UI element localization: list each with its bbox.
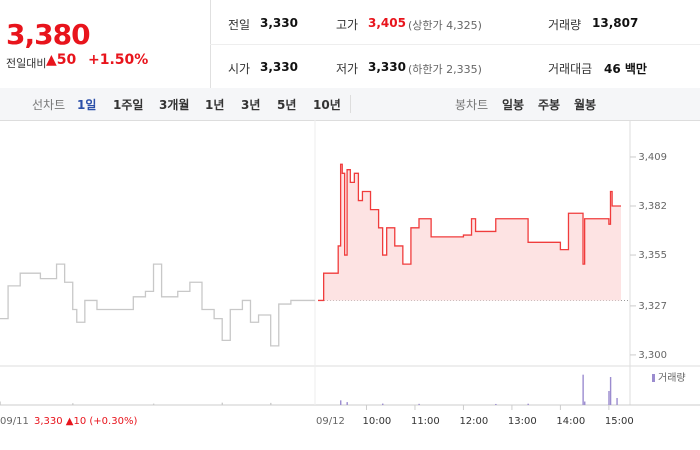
line — [0, 263, 316, 347]
line — [318, 163, 621, 302]
stat-value: 13,807 — [592, 16, 639, 30]
divider — [350, 95, 351, 113]
area — [318, 164, 621, 301]
stat-value: 3,405 — [368, 16, 406, 30]
volume-bar — [346, 402, 348, 405]
x-tick-label: 14:00 — [556, 416, 585, 427]
price: 3,380 — [6, 18, 91, 51]
volume-bar — [72, 403, 74, 405]
x-tick-label: 12:00 — [459, 416, 488, 427]
tab[interactable]: 5년 — [277, 98, 297, 112]
stat-label: 저가 — [336, 62, 359, 76]
volume-bar — [418, 403, 420, 405]
volume-bar — [609, 377, 612, 405]
y-tick-label: 3,300 — [638, 350, 667, 361]
y-tick-label: 3,355 — [638, 250, 667, 261]
stat-value: 3,330 — [260, 60, 298, 74]
volume-bar — [616, 398, 618, 405]
volume-bar — [527, 403, 529, 405]
change-label: 전일대비 — [6, 57, 47, 70]
y-tick-label: 3,382 — [638, 201, 667, 212]
stat-value: 3,330 — [368, 60, 406, 74]
y-tick-label: 3,327 — [638, 301, 667, 312]
stat-value: 3,330 — [260, 16, 298, 30]
volume-bar — [152, 403, 155, 405]
day-label: 09/11 — [0, 416, 29, 427]
tab[interactable]: 3년 — [241, 98, 261, 112]
chart: 3,300 3,327 3,355 3,382 3,409 거래량 09/11 3,330 ▲… — [0, 120, 700, 427]
x-tick-label: 15:00 — [605, 416, 634, 427]
tab-label: 봉차트 — [455, 98, 489, 112]
legend-swatch — [652, 374, 655, 382]
volume-bar — [584, 401, 586, 405]
tab[interactable]: 1년 — [205, 98, 225, 112]
tab[interactable]: 1일 — [77, 98, 97, 112]
x-tick-label: 10:00 — [362, 416, 391, 427]
tab-label: 선차트 — [32, 98, 66, 112]
divider — [210, 44, 700, 45]
x-tick-label: 13:00 — [508, 416, 537, 427]
volume-bar — [0, 401, 1, 405]
volume-bar — [495, 403, 497, 405]
change-pct: +1.50% — [88, 52, 149, 68]
day-label: 09/12 — [316, 416, 345, 427]
stat-label: 전일 — [228, 18, 251, 32]
y-tick-label: 3,409 — [638, 152, 667, 163]
tab[interactable]: 3개월 — [159, 98, 190, 112]
stat-note: (하한가 2,335) — [408, 63, 482, 76]
tab[interactable]: 월봉 — [574, 98, 597, 112]
stat-label: 시가 — [228, 62, 251, 76]
volume-bar — [340, 400, 342, 405]
x-tick-label: 11:00 — [411, 416, 440, 427]
volume-bar — [382, 403, 384, 405]
stat-value: 46 백만 — [604, 62, 647, 76]
legend-label: 거래량 — [658, 372, 686, 384]
stat-label: 거래량 — [548, 18, 582, 32]
volume-bar — [608, 391, 610, 405]
volume-bar — [221, 402, 223, 405]
change: ▲50 — [46, 52, 77, 68]
volume-bar — [582, 374, 584, 405]
tab[interactable]: 1주일 — [113, 98, 144, 112]
stat-label: 고가 — [336, 18, 359, 32]
stat-label: 거래대금 — [548, 62, 593, 76]
tab[interactable]: 주봉 — [538, 98, 561, 112]
tab[interactable]: 일봉 — [502, 98, 525, 112]
volume-bar — [270, 402, 272, 405]
tab[interactable]: 10년 — [313, 98, 341, 112]
stat-note: (상한가 4,325) — [408, 19, 482, 32]
prev-summary: 3,330 ▲10 (+0.30%) — [34, 416, 137, 427]
